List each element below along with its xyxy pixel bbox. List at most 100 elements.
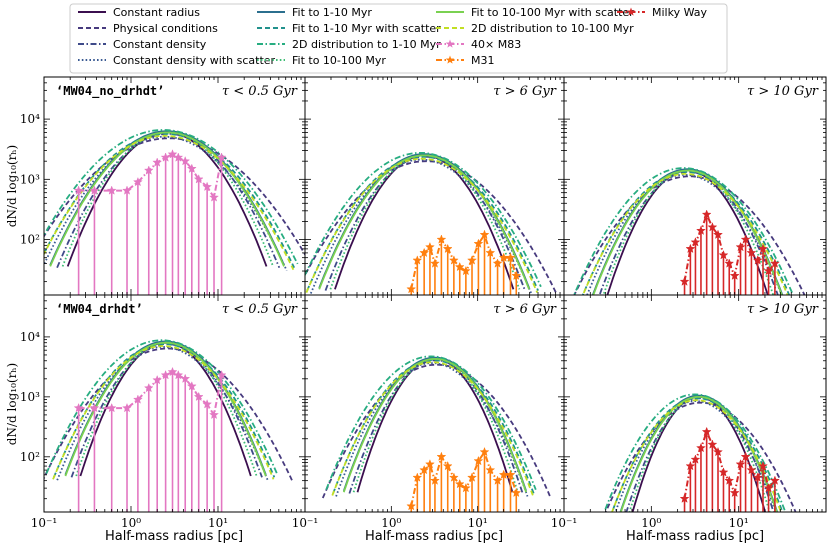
observation-point — [209, 409, 219, 420]
panel-0-series — [44, 129, 305, 295]
series-line — [631, 396, 767, 512]
observation-point — [511, 487, 522, 498]
observation-point — [412, 255, 423, 265]
y-tick-label: 10⁴ — [20, 112, 40, 126]
legend-entry: Fit to 1-10 Myr with scatter — [257, 22, 441, 35]
panel-3-series — [44, 339, 294, 512]
observation-point — [152, 374, 163, 385]
series-line — [342, 357, 527, 493]
observation-point — [209, 192, 219, 202]
x-tick-label: 10⁻¹ — [551, 516, 577, 530]
observation-point — [769, 258, 780, 268]
y-tick-label: 10² — [20, 233, 40, 247]
observation-point — [406, 283, 417, 294]
y-tick-label: 10⁴ — [20, 330, 40, 344]
observation-point — [132, 176, 143, 187]
observation-point — [740, 234, 751, 244]
legend-label: Fit to 1-10 Myr with scatter — [292, 22, 441, 35]
series-line — [573, 175, 806, 295]
series-line — [44, 134, 295, 271]
observation-point — [193, 391, 204, 402]
panel-2-series — [573, 167, 806, 295]
observation-point — [202, 181, 213, 192]
x-tick-label: 10¹ — [729, 516, 749, 530]
series-line — [619, 396, 778, 512]
age-label: τ < 0.5 Gyr — [222, 84, 298, 99]
observation-point — [758, 243, 768, 254]
observation-point — [485, 464, 496, 475]
observation-point — [202, 399, 213, 409]
x-tick-label: 10⁰ — [121, 516, 141, 530]
observation-point — [685, 243, 696, 254]
legend-entry: Physical conditions — [78, 22, 218, 35]
observation-point — [180, 155, 191, 166]
series-line — [611, 399, 782, 512]
observation-point — [752, 255, 763, 265]
run-label: ‘MW04_drhdt’ — [56, 302, 143, 317]
series-line — [598, 171, 779, 295]
observation-point — [122, 402, 132, 413]
legend-label: Constant density — [113, 38, 207, 51]
series-line — [602, 169, 775, 295]
observation-point — [216, 152, 227, 162]
observation-point — [701, 209, 712, 219]
observation-point — [122, 185, 132, 195]
series-line — [56, 132, 281, 269]
series-line — [44, 137, 305, 257]
age-label: τ > 6 Gyr — [493, 302, 556, 317]
observation-point — [167, 149, 178, 159]
observation-point — [707, 439, 718, 449]
legend-entry: Milky Way — [617, 6, 708, 19]
observation-point — [740, 451, 751, 461]
y-tick-label: 10³ — [20, 390, 40, 404]
observation-point — [724, 258, 735, 268]
y-axis-label: dN/d log₁₀(rₕ) — [5, 363, 19, 445]
observation-point — [746, 464, 757, 475]
series-line — [70, 343, 263, 478]
legend-label: 2D distribution to 10-100 Myr — [471, 22, 634, 35]
series-line — [325, 355, 537, 491]
legend-marker — [626, 7, 636, 16]
observation-point — [167, 366, 178, 377]
legend-label: Fit to 10-100 Myr with scatter — [471, 6, 634, 19]
observation-point — [713, 229, 723, 239]
observation-point — [132, 394, 143, 404]
observation-point — [485, 247, 496, 258]
observation-point — [701, 426, 712, 437]
observation-point — [419, 247, 430, 258]
series-line — [44, 129, 299, 265]
observation-point — [752, 472, 763, 482]
observation-point — [696, 225, 706, 235]
legend-label: Fit to 1-10 Myr — [292, 6, 372, 19]
legend-entry: Fit to 1-10 Myr — [257, 6, 372, 19]
observation-point — [505, 252, 516, 262]
series-line — [305, 152, 542, 288]
observation-point — [193, 174, 204, 184]
observation-point — [690, 454, 701, 464]
observation-point — [160, 152, 171, 162]
series-line — [44, 132, 296, 269]
x-tick-label: 10¹ — [468, 516, 488, 530]
series-line — [44, 347, 294, 483]
legend-label: Constant density with scatter — [113, 54, 276, 67]
observation-point — [690, 237, 701, 247]
age-label: τ > 6 Gyr — [493, 84, 556, 99]
series-line — [306, 155, 539, 291]
series-line — [52, 345, 275, 480]
legend-entry: M31 — [436, 54, 495, 67]
observation-point — [473, 238, 484, 248]
panel-5-axes: 10⁻¹ 10⁰ 10¹ τ > 10 Gyr — [551, 294, 827, 530]
series-line — [305, 157, 539, 293]
axes-layer: 10² 10³ 10⁴ ‘MW04_no_drhdt’ τ < 0.5 Gyr τ > 6… — [20, 76, 827, 530]
observation-point — [479, 446, 490, 457]
x-tick-label: 10⁰ — [381, 516, 401, 530]
legend-marker — [445, 55, 455, 64]
observation-point — [430, 258, 440, 268]
y-tick-label: 10³ — [20, 172, 40, 186]
observation-point — [763, 265, 774, 276]
observation-point — [473, 455, 484, 466]
observation-point — [448, 255, 459, 265]
observation-point — [143, 382, 154, 393]
x-axis-label: Half-mass radius [pc] — [105, 529, 243, 544]
observation-point — [425, 459, 435, 469]
